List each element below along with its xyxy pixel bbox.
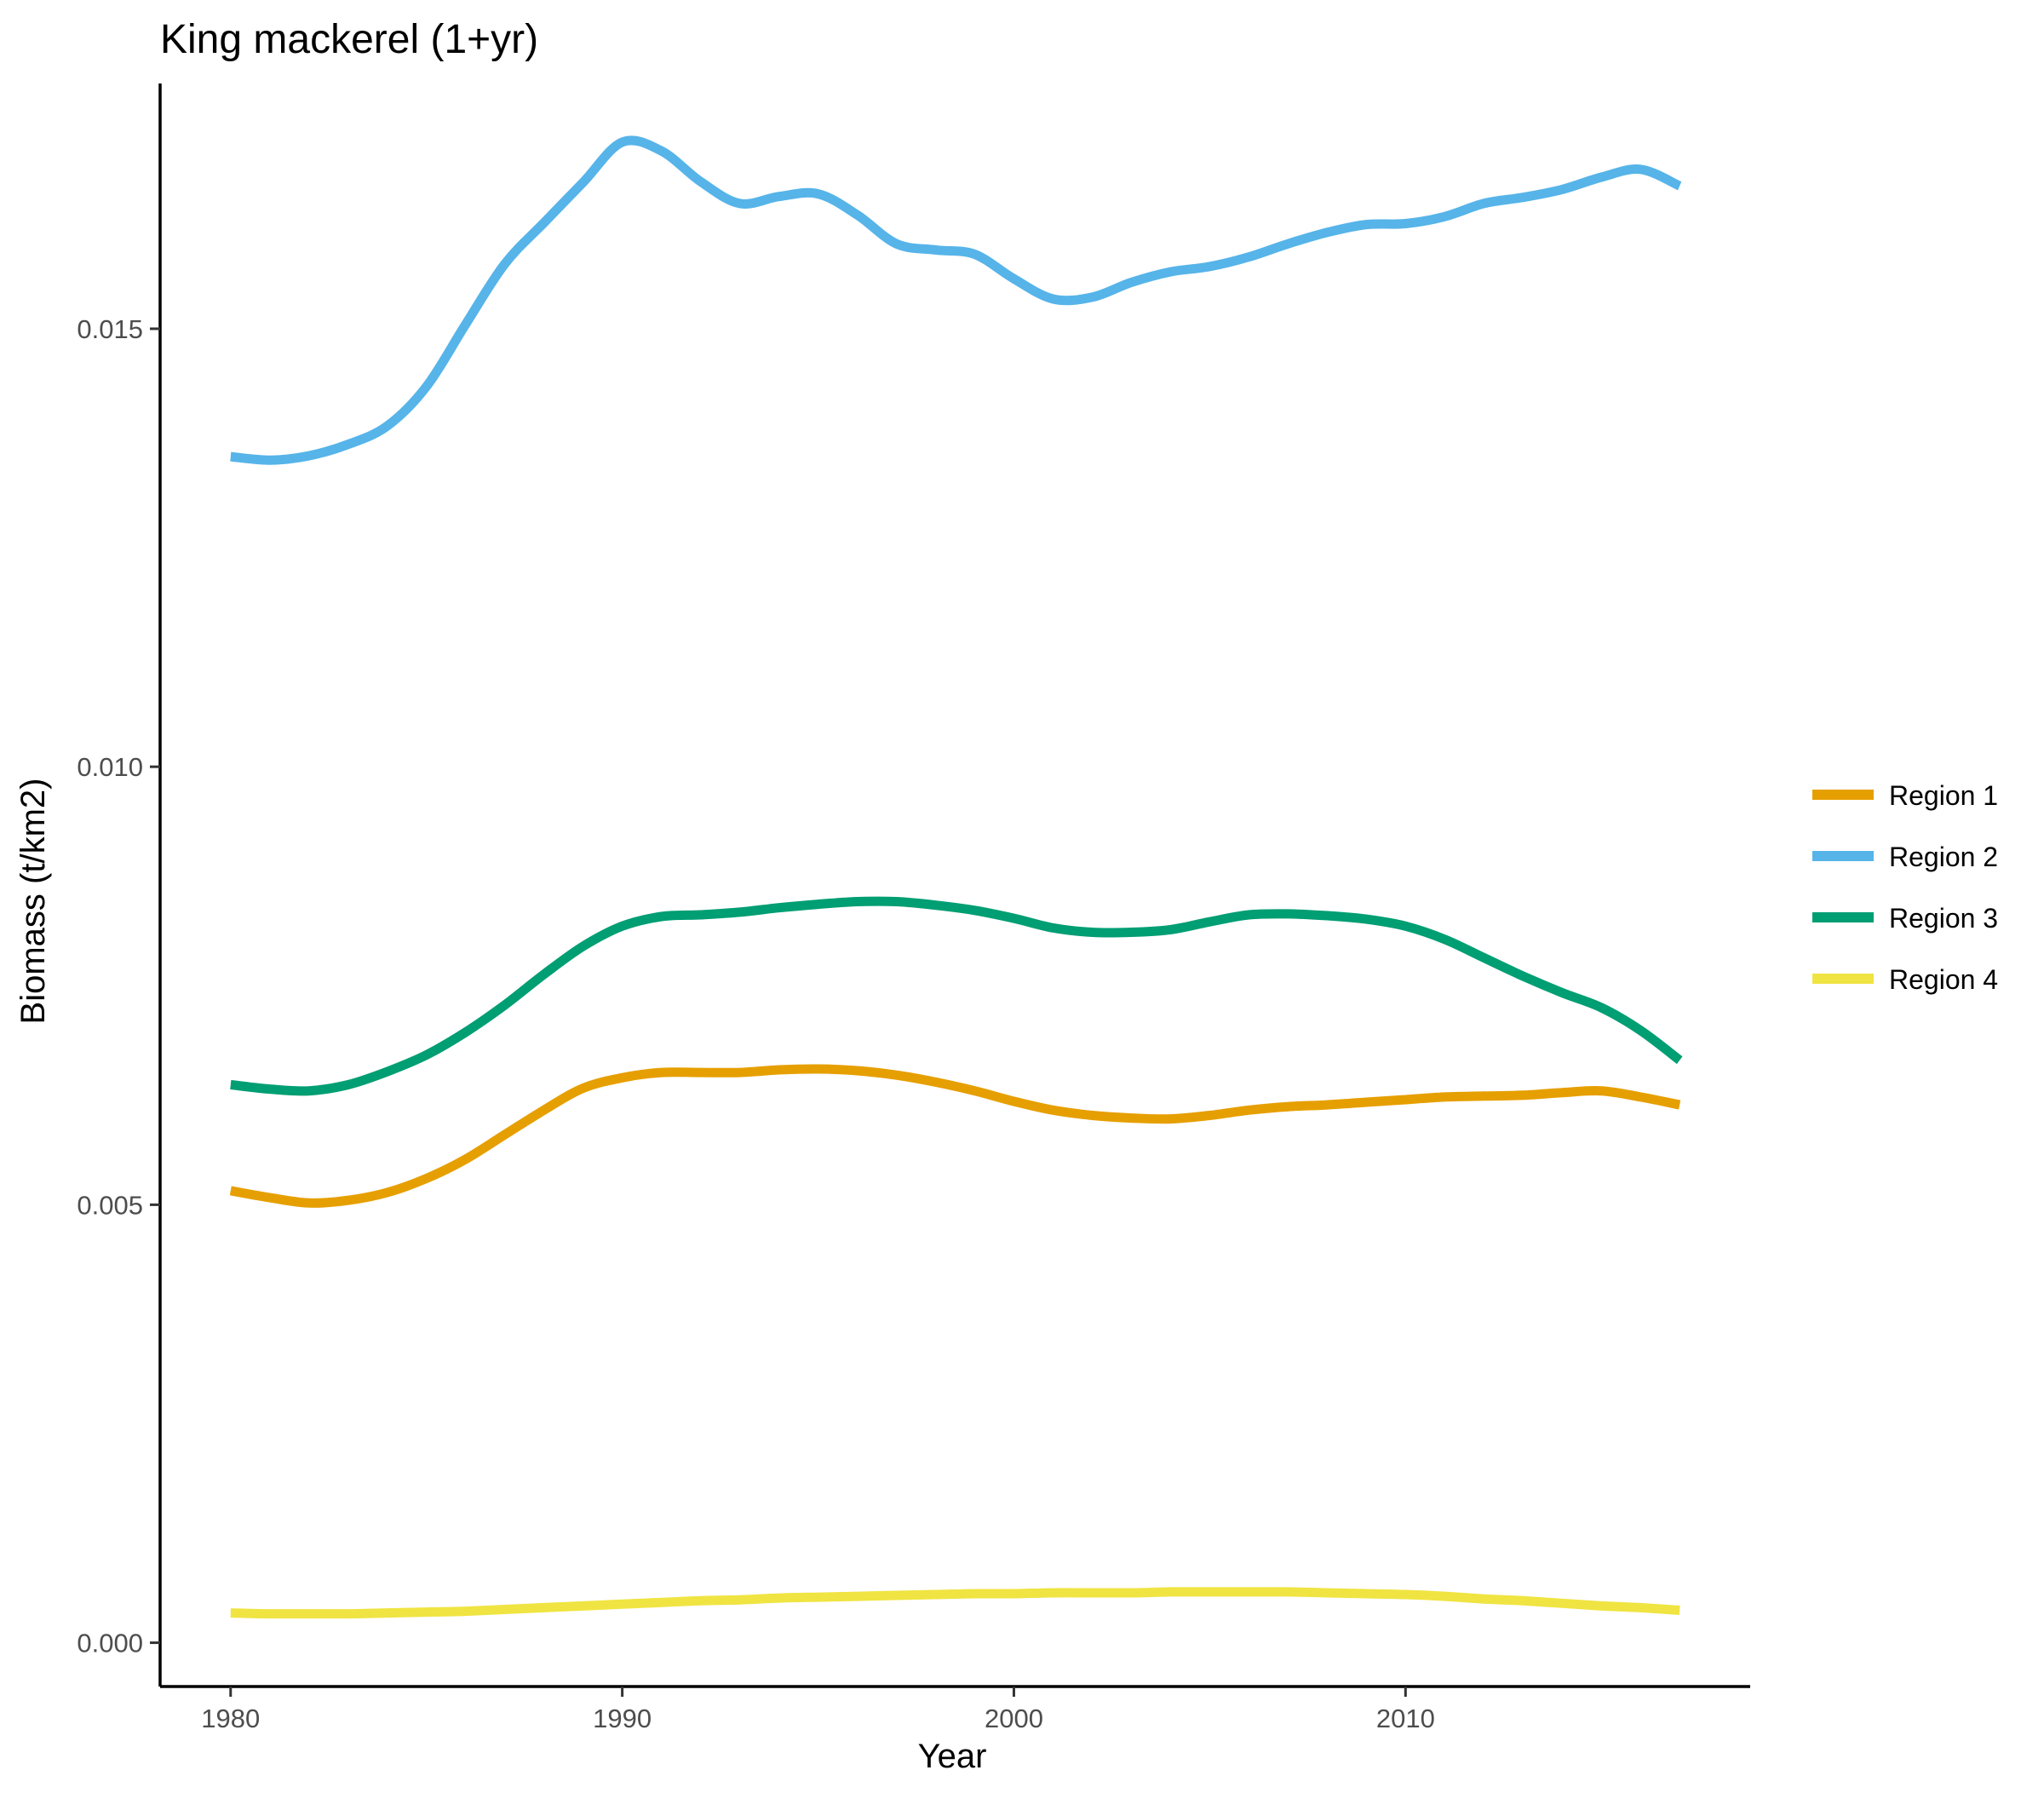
legend-label-region-3: Region 3 bbox=[1889, 903, 1998, 934]
chart-title: King mackerel (1+yr) bbox=[160, 17, 538, 62]
x-tick-label: 1980 bbox=[201, 1704, 260, 1733]
series-line-region-2 bbox=[230, 135, 1682, 465]
legend-label-region-1: Region 1 bbox=[1889, 780, 1998, 811]
series-line-region-3 bbox=[230, 896, 1683, 1096]
series-line-region-4 bbox=[230, 1587, 1680, 1619]
legend-label-region-2: Region 2 bbox=[1889, 842, 1998, 872]
x-tick-label: 2000 bbox=[985, 1704, 1043, 1733]
legend: Region 1 Region 2 Region 3 Region 4 bbox=[1812, 780, 1998, 995]
y-tick-label: 0.010 bbox=[77, 752, 143, 782]
plot-area bbox=[229, 135, 1683, 1619]
x-tick-label: 2010 bbox=[1376, 1704, 1435, 1733]
y-tick-label: 0.000 bbox=[77, 1629, 143, 1658]
legend-label-region-4: Region 4 bbox=[1889, 964, 1998, 995]
x-axis-title: Year bbox=[918, 1738, 987, 1775]
axes: 1980 1990 2000 2010 0.000 0.005 0.010 0.015 bbox=[77, 83, 1750, 1733]
y-tick-label: 0.015 bbox=[77, 314, 143, 344]
y-tick-label: 0.005 bbox=[77, 1190, 143, 1220]
x-tick-label: 1990 bbox=[593, 1704, 652, 1733]
y-axis-title: Biomass (t/km2) bbox=[14, 779, 52, 1025]
series-line-region-1 bbox=[229, 1064, 1681, 1208]
